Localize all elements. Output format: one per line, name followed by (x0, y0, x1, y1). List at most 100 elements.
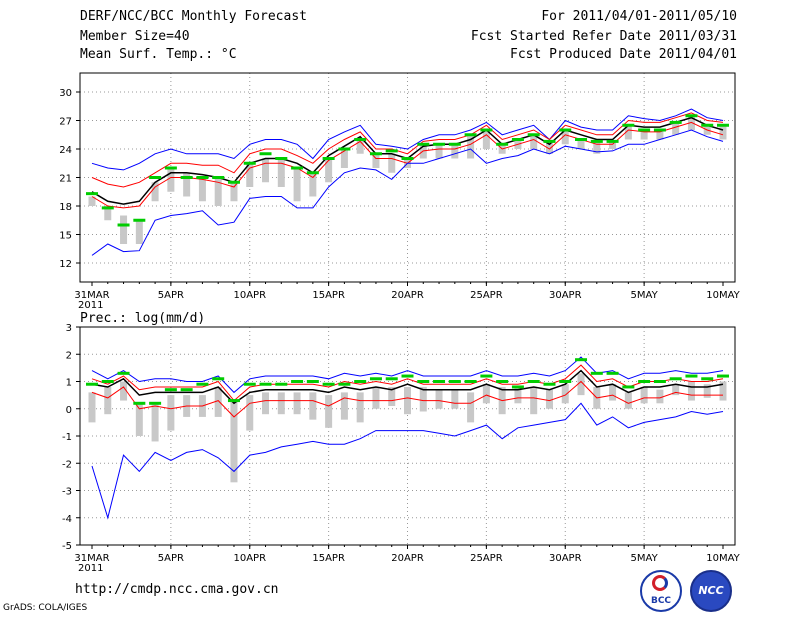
precip-panel-title: Prec.: log(mm/d) (80, 311, 205, 326)
spread-bar (151, 403, 159, 442)
x-tick-label: 20APR (391, 290, 424, 301)
spread-bar (530, 386, 538, 415)
spread-bar (545, 389, 553, 409)
spread-bar (561, 130, 569, 145)
spread-bar (277, 392, 285, 415)
spread-bar (419, 386, 427, 412)
spread-bar (640, 386, 648, 404)
bcc-logo: BCC (640, 570, 682, 612)
spread-bar (672, 122, 680, 135)
spread-bar (340, 149, 348, 168)
spread-bar (719, 125, 727, 140)
lower-series-line (91, 380, 723, 418)
y-tick-label: -5 (62, 541, 72, 552)
spread-bar (451, 389, 459, 409)
spread-bar (88, 196, 96, 206)
spread-bar (719, 381, 727, 401)
spread-bar (545, 141, 553, 154)
x-year-label: 2011 (78, 300, 103, 311)
ncc-logo-text: NCC (698, 584, 724, 597)
spread-bar (467, 134, 475, 159)
y-tick-label: 12 (59, 259, 72, 270)
x-tick-label: 10MAY (706, 553, 740, 564)
spread-bar (230, 400, 238, 483)
x-tick-label: 5MAY (631, 553, 659, 564)
spread-bar (309, 172, 317, 197)
spread-bar (482, 384, 490, 404)
bcc-logo-text: BCC (650, 596, 672, 606)
min-series-line (91, 129, 724, 256)
x-tick-label: 31MAR (74, 290, 109, 301)
source-url[interactable]: http://cmdp.ncc.cma.gov.cn (75, 582, 279, 597)
y-tick-label: 3 (66, 323, 72, 334)
spread-bar (356, 139, 364, 154)
grads-credit: GrADS: COLA/IGES (3, 603, 88, 613)
spread-bar (656, 130, 664, 140)
y-tick-label: -3 (62, 487, 72, 498)
mean-series-line (91, 369, 724, 405)
spread-bar (214, 177, 222, 206)
spread-bar (388, 386, 396, 407)
member-size-label: Member Size=40 (80, 29, 190, 44)
spread-bar (340, 392, 348, 420)
spread-bar (703, 384, 711, 398)
spread-bar (135, 220, 143, 244)
spread-bar (593, 141, 601, 154)
prec-panel: -5 -4 -3 -2 -1 0 1 2 3 31MAR 5APR 10APR 15APR 20APR 25… (62, 311, 741, 574)
spread-bar (135, 403, 143, 436)
spread-bar (120, 215, 128, 244)
y-tick-label: 27 (59, 117, 72, 128)
bcc-swirl-icon (652, 575, 668, 591)
spread-bar (104, 206, 112, 221)
spread-bar (262, 392, 270, 415)
x-year-label: 2011 (78, 563, 103, 574)
x-tick-label: 30APR (549, 290, 582, 301)
spread-bar (230, 182, 238, 202)
spread-bar (198, 177, 206, 202)
spread-bar (467, 392, 475, 423)
spread-bar (309, 392, 317, 420)
min-series-line (91, 402, 724, 520)
spread-bar (88, 392, 96, 423)
spread-bar (435, 144, 443, 159)
y-tick-label: 24 (59, 145, 72, 156)
spread-bar (609, 141, 617, 149)
y-tick-label: 30 (59, 88, 72, 99)
spread-bar (672, 384, 680, 396)
spread-bar (246, 163, 254, 187)
spread-bar (325, 395, 333, 428)
x-tick-label: 10MAY (706, 290, 740, 301)
y-tick-label: 2 (66, 350, 72, 361)
spread-bar (577, 373, 585, 396)
spread-bar (624, 392, 632, 409)
spread-bar (183, 172, 191, 197)
x-tick-label: 15APR (312, 553, 345, 564)
spread-bar (293, 392, 301, 415)
spread-bar (246, 395, 254, 431)
spread-bar (325, 158, 333, 183)
y-tick-label: -2 (62, 459, 72, 470)
spread-bar (277, 158, 285, 187)
x-tick-label: 25APR (470, 290, 503, 301)
spread-bar (561, 384, 569, 404)
x-tick-label: 5APR (158, 290, 184, 301)
x-tick-label: 5MAY (631, 290, 659, 301)
ncc-logo: NCC (690, 570, 732, 612)
spread-bar (577, 139, 585, 149)
x-tick-label: 31MAR (74, 553, 109, 564)
spread-bar (293, 168, 301, 202)
spread-bar (356, 392, 364, 423)
y-tick-label: 21 (59, 174, 72, 185)
spread-bar (451, 144, 459, 159)
x-tick-label: 30APR (549, 553, 582, 564)
spread-bar (530, 134, 538, 149)
spread-bar (151, 182, 159, 202)
chart-title: DERF/NCC/BCC Monthly Forecast (80, 9, 307, 24)
spread-bar (167, 395, 175, 431)
spread-bar (640, 130, 648, 140)
upper-series-line (91, 112, 724, 188)
spread-bar (388, 153, 396, 173)
spread-bar (435, 389, 443, 409)
y-tick-label: 18 (59, 202, 72, 213)
